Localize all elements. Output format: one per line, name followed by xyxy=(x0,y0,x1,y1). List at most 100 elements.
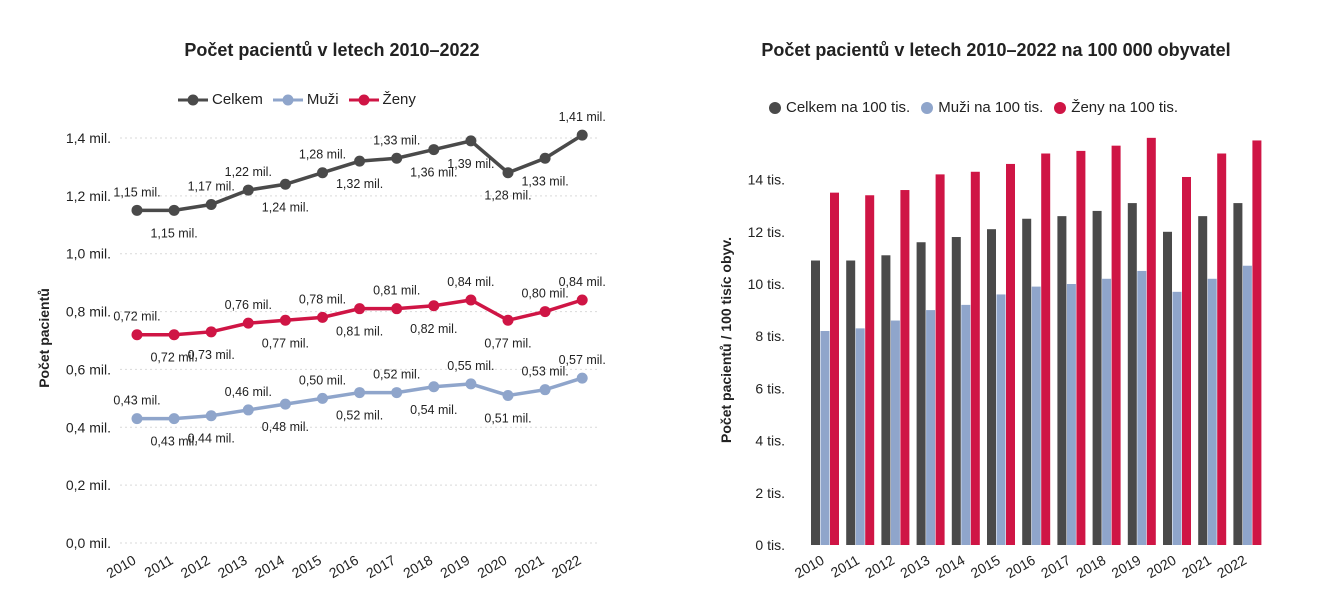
bar xyxy=(846,260,856,545)
bar xyxy=(820,330,830,545)
data-point xyxy=(168,204,180,216)
data-point xyxy=(168,413,180,425)
bar xyxy=(1092,210,1102,546)
legend-item: Celkem na 100 tis. xyxy=(768,99,910,116)
data-label: 1,15 mil. xyxy=(113,185,160,199)
x-tick-label: 2017 xyxy=(1038,552,1073,582)
bar xyxy=(1137,270,1147,545)
data-point xyxy=(131,329,143,341)
x-tick-label: 2014 xyxy=(252,552,287,582)
data-label: 0,84 mil. xyxy=(447,275,494,289)
bar xyxy=(1233,203,1243,545)
x-tick-label: 2020 xyxy=(1144,552,1179,582)
legend-dot xyxy=(282,94,294,105)
y-tick-label: 1,2 mil. xyxy=(66,188,111,204)
bar xyxy=(900,190,910,546)
y-tick-label: 0 tis. xyxy=(755,537,785,553)
data-point xyxy=(205,326,217,338)
bar xyxy=(951,237,961,545)
data-label: 1,24 mil. xyxy=(262,200,309,214)
x-tick-label: 2022 xyxy=(549,552,584,582)
x-tick-label: 2017 xyxy=(363,552,398,582)
data-point xyxy=(576,294,588,306)
data-label: 1,33 mil. xyxy=(373,133,420,147)
data-point xyxy=(539,306,551,318)
x-tick-label: 2013 xyxy=(897,552,932,582)
bar xyxy=(916,242,926,546)
data-label: 0,53 mil. xyxy=(521,365,568,379)
data-label: 1,28 mil. xyxy=(299,148,346,162)
y-tick-label: 10 tis. xyxy=(748,276,785,292)
data-label: 0,84 mil. xyxy=(559,275,606,289)
bar-chart-panel: Počet pacientů v letech 2010–2022 na 100… xyxy=(664,0,1328,613)
legend-item: Ženy xyxy=(348,91,416,108)
x-tick-label: 2011 xyxy=(142,552,176,581)
data-point xyxy=(465,294,477,306)
legend-label: Muži xyxy=(306,91,339,108)
bar xyxy=(811,260,820,545)
data-point xyxy=(131,204,143,216)
data-label: 0,76 mil. xyxy=(225,298,272,312)
x-tick-label: 2011 xyxy=(828,552,862,581)
data-label: 0,46 mil. xyxy=(225,385,272,399)
y-tick-label: 4 tis. xyxy=(755,433,785,449)
bar-chart-svg: 0 tis. 2 tis. 4 tis. 6 tis. 8 tis. 10 tis. 12 … xyxy=(718,137,1262,582)
data-label: 0,55 mil. xyxy=(447,359,494,373)
bar xyxy=(1102,278,1112,545)
bar xyxy=(1163,231,1172,546)
x-tick-label: 2016 xyxy=(326,552,361,582)
y-axis-title: Počet pacientů xyxy=(36,288,52,388)
data-label: 0,81 mil. xyxy=(373,284,420,298)
legend-dot xyxy=(1054,101,1067,114)
x-tick-label: 2019 xyxy=(1109,552,1144,582)
data-label: 0,51 mil. xyxy=(484,411,531,425)
y-tick-label: 0,2 mil. xyxy=(66,477,111,493)
legend-label: Muži na 100 tis. xyxy=(938,99,1044,116)
line-chart-legend: Celkem Muži Ženy xyxy=(178,91,426,108)
x-tick-label: 2022 xyxy=(1214,552,1249,582)
data-point xyxy=(131,413,143,425)
data-point xyxy=(428,144,440,156)
legend-item: Muži na 100 tis. xyxy=(920,99,1043,116)
legend-item: Ženy na 100 tis. xyxy=(1053,99,1178,116)
x-tick-label: 2016 xyxy=(1003,552,1038,582)
legend-dot xyxy=(921,101,934,114)
data-point xyxy=(168,329,180,341)
x-tick-label: 2010 xyxy=(792,552,827,582)
data-point xyxy=(242,404,254,416)
data-point xyxy=(465,135,477,147)
legend-marker xyxy=(272,94,303,105)
bar xyxy=(1111,145,1121,546)
x-tick-label: 2010 xyxy=(104,552,139,582)
bar xyxy=(996,294,1006,545)
bar xyxy=(935,174,945,545)
data-label: 1,33 mil. xyxy=(521,174,568,188)
data-point xyxy=(502,314,514,326)
data-point xyxy=(242,184,254,196)
legend-marker xyxy=(769,101,781,114)
x-tick-label: 2020 xyxy=(475,552,510,582)
bar xyxy=(1031,286,1041,545)
data-point xyxy=(354,387,366,399)
legend-dot xyxy=(187,94,199,105)
y-tick-label: 0,4 mil. xyxy=(66,419,111,435)
legend-label: Celkem xyxy=(212,91,263,108)
bar xyxy=(1127,203,1137,545)
y-tick-label: 14 tis. xyxy=(748,172,785,188)
bar xyxy=(1182,176,1191,546)
bar xyxy=(961,304,971,545)
data-point xyxy=(428,381,440,393)
data-label: 0,72 mil. xyxy=(113,310,160,324)
x-tick-label: 2015 xyxy=(968,552,1003,582)
legend-label: Celkem na 100 tis. xyxy=(786,99,911,116)
y-tick-label: 0,6 mil. xyxy=(66,361,111,377)
data-label: 0,72 mil. xyxy=(150,351,197,365)
data-label: 0,54 mil. xyxy=(410,403,457,417)
bar xyxy=(865,195,875,545)
data-label: 0,48 mil. xyxy=(262,420,309,434)
legend-item: Celkem xyxy=(178,91,263,108)
data-label: 1,39 mil. xyxy=(447,157,494,171)
legend-dot xyxy=(358,94,370,105)
y-tick-label: 1,4 mil. xyxy=(66,130,111,146)
data-point xyxy=(576,372,588,384)
